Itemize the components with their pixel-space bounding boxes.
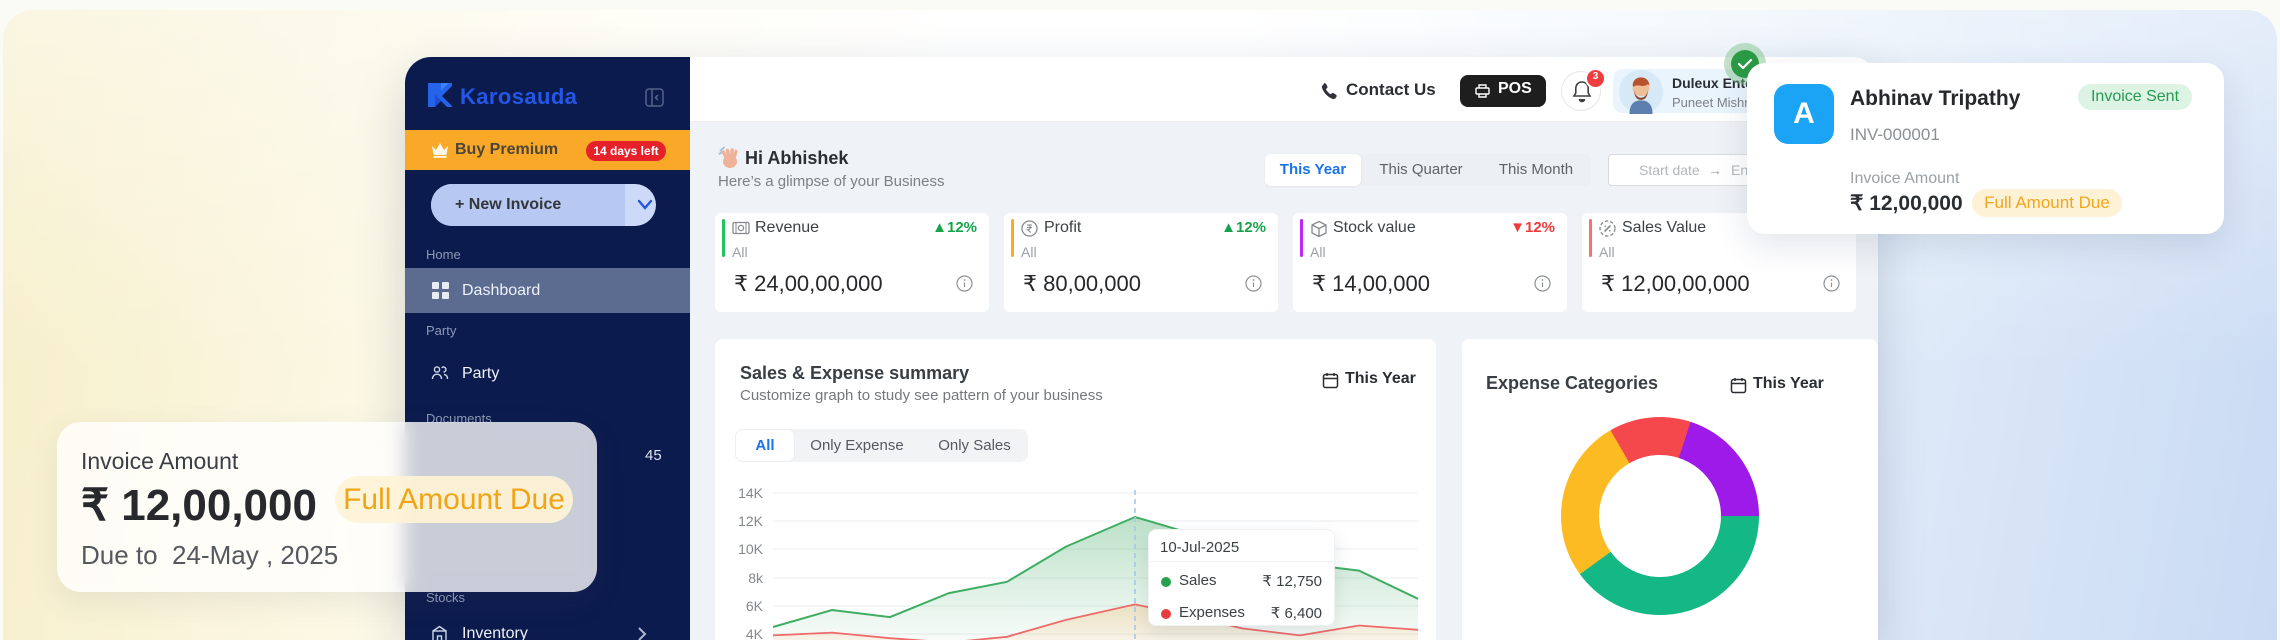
svg-text:6K: 6K bbox=[746, 598, 764, 614]
svg-text:12K: 12K bbox=[738, 513, 764, 529]
svg-text:4K: 4K bbox=[746, 626, 764, 640]
svg-text:8k: 8k bbox=[748, 570, 764, 586]
svg-text:10K: 10K bbox=[738, 541, 764, 557]
svg-text:14K: 14K bbox=[738, 485, 764, 501]
